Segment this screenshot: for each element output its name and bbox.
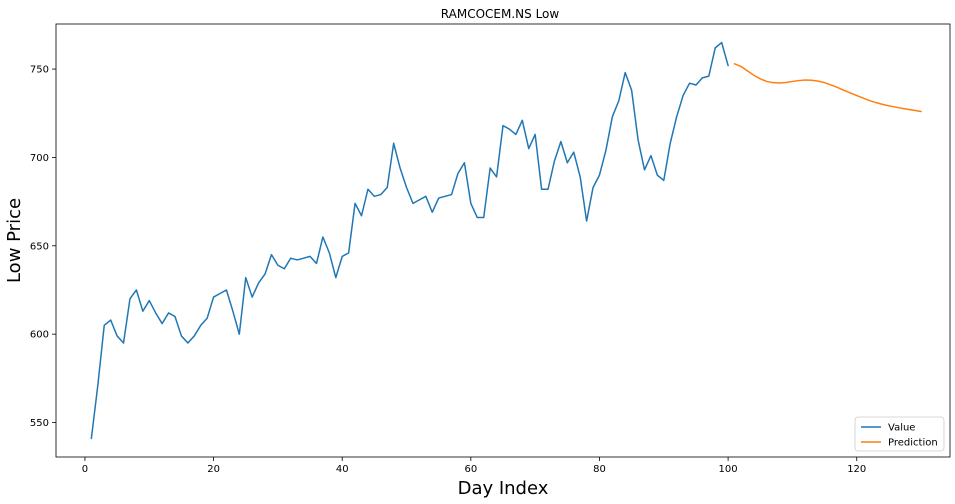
plot-frame	[55, 23, 951, 458]
y-tick-label: 650	[30, 241, 49, 252]
y-tick-label: 600	[30, 330, 49, 341]
y-tick-label: 550	[30, 418, 49, 429]
legend-entry: Prediction	[888, 438, 938, 449]
y-axis: 550 600 650 700 750	[30, 65, 56, 429]
x-axis-label: Day Index	[458, 478, 549, 499]
x-tick-label: 0	[82, 464, 88, 475]
x-tick-label: 120	[847, 464, 866, 475]
chart-title: RAMCOCEM.NS Low	[441, 7, 560, 21]
series-lines	[90, 41, 922, 440]
plot-area: 550 600 650 700 750 0 20 40 60 80 100 120	[30, 23, 951, 475]
x-tick-label: 100	[719, 464, 738, 475]
y-tick-label: 700	[30, 153, 49, 164]
x-axis: 0 20 40 60 80 100 120	[82, 457, 866, 475]
series-line-prediction	[733, 63, 922, 113]
y-tick-label: 750	[30, 65, 49, 76]
legend-entry: Value	[888, 423, 915, 434]
y-axis-label: Low Price	[4, 198, 25, 283]
x-tick-label: 40	[336, 464, 349, 475]
x-tick-label: 60	[464, 464, 477, 475]
x-tick-label: 20	[207, 464, 220, 475]
series-line-value	[90, 41, 729, 440]
x-tick-label: 80	[593, 464, 606, 475]
legend: Value Prediction	[854, 416, 945, 452]
